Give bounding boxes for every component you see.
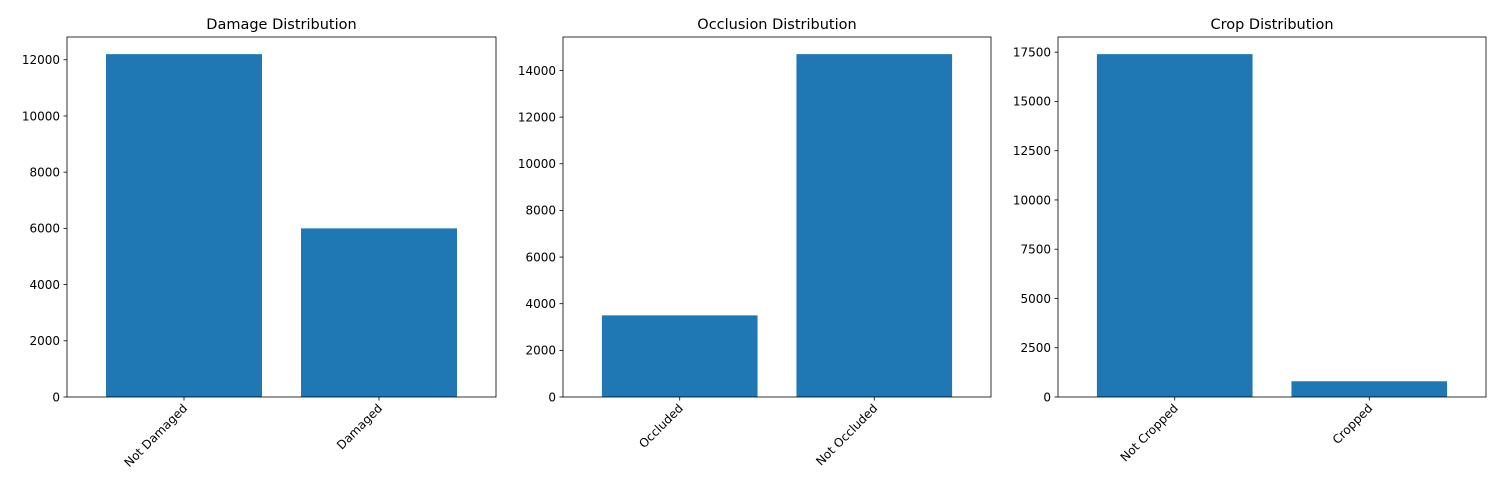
occlusion-ytick-label: 14000 [518,64,556,78]
damage-ytick-label: 6000 [29,222,60,236]
damage-chart-title: Damage Distribution [206,17,356,33]
occlusion-ytick-label: 10000 [518,157,556,171]
occlusion-ytick-label: 8000 [525,204,556,218]
crop-ytick-label: 12500 [1013,144,1051,158]
damage-ytick-label: 0 [52,390,60,404]
crop-ytick-label: 0 [1043,390,1051,404]
occlusion-ytick-label: 2000 [525,344,556,358]
damage-axes-frame [66,36,497,398]
occlusion-bar-occluded [601,315,758,397]
crop-ytick-label: 2500 [1020,341,1051,355]
crop-xtick-label: Cropped [1330,401,1376,447]
occlusion-chart-title: Occlusion Distribution [697,17,856,33]
occlusion-chart: 0 2000 4000 6000 8000 10000 12000 14000 Occluded… [518,17,992,468]
damage-bar-damaged [301,228,457,397]
crop-bar-cropped [1291,381,1448,397]
crop-bar-not-cropped [1096,54,1253,397]
occlusion-ytick-label: 4000 [525,297,556,311]
crop-ytick-label: 15000 [1013,95,1051,109]
occlusion-ytick-label: 12000 [518,110,556,124]
crop-xtick-label: Not Cropped [1118,401,1181,464]
damage-xtick-label: Damaged [334,401,385,452]
damage-xtick-label: Not Damaged [121,401,190,470]
crop-ytick-label: 7500 [1020,243,1051,257]
occlusion-xtick-label: Not Occluded [813,401,880,468]
occlusion-ytick-label: 0 [548,390,556,404]
damage-ytick-label: 10000 [22,109,60,123]
occlusion-bar-not-occluded [796,54,953,397]
crop-ytick-label: 10000 [1013,193,1051,207]
damage-ytick-label: 2000 [29,334,60,348]
crop-chart-title: Crop Distribution [1210,17,1333,33]
crop-axes-frame [1057,36,1487,398]
occlusion-axes-frame [562,36,992,398]
damage-ytick-label: 8000 [29,165,60,179]
occlusion-ytick-label: 6000 [525,250,556,264]
damage-chart: 0 2000 4000 6000 8000 10000 12000 Not Damaged Da… [22,17,497,470]
damage-bar-not-damaged [106,54,262,397]
damage-ytick-label: 12000 [22,53,60,67]
damage-ytick-label: 4000 [29,278,60,292]
occlusion-xtick-label: Occluded [636,401,686,451]
crop-chart: 0 2500 5000 7500 10000 12500 15000 17500 Not Cro… [1013,17,1487,464]
crop-ytick-label: 17500 [1013,45,1051,59]
crop-ytick-label: 5000 [1020,292,1051,306]
